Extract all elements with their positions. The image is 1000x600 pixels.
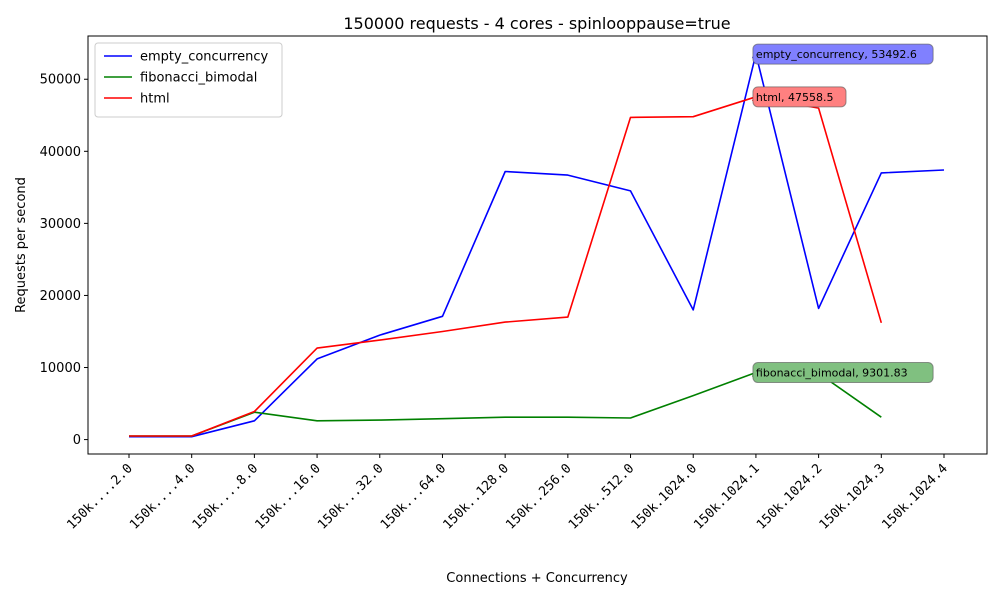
annotation-text: fibonacci_bimodal, 9301.83 xyxy=(756,367,908,380)
x-tick-label: 150k..128.0 xyxy=(440,461,511,532)
chart-title: 150000 requests - 4 cores - spinlooppaus… xyxy=(343,14,730,33)
x-tick-label: 150k.1024.0 xyxy=(629,461,700,532)
y-tick-label: 0 xyxy=(73,433,81,448)
y-tick-label: 50000 xyxy=(40,73,81,88)
annotation-label: fibonacci_bimodal, 9301.83 xyxy=(752,362,934,384)
y-axis: 0 10000 20000 30000 40000 50000 xyxy=(40,73,88,448)
annotation-box xyxy=(752,43,934,65)
annotation-box xyxy=(752,362,934,384)
x-tick-label: 150k..256.0 xyxy=(503,461,574,532)
legend-box xyxy=(94,42,283,118)
plot-frame xyxy=(87,35,988,455)
x-tick-label: 150k....8.0 xyxy=(190,461,261,532)
x-axis-label: Connections + Concurrency xyxy=(446,571,628,586)
x-tick-label: 150k...16.0 xyxy=(252,461,323,532)
plot-area xyxy=(87,35,988,455)
x-tick-label: 150k...64.0 xyxy=(378,461,449,532)
legend-label: html xyxy=(140,92,170,107)
annotations: empty_concurrency, 53492.6 html, 47558.5 f… xyxy=(751,43,934,384)
annotation-text: empty_concurrency, 53492.6 xyxy=(756,48,917,61)
x-tick-label: 150k.1024.3 xyxy=(817,461,888,532)
x-tick-label: 150k..512.0 xyxy=(566,461,637,532)
x-tick-label: 150k....4.0 xyxy=(127,461,198,532)
legend-label: empty_concurrency xyxy=(140,50,268,65)
y-tick-label: 40000 xyxy=(40,145,81,160)
annotation-label: html, 47558.5 xyxy=(752,86,847,108)
x-tick-label: 150k.1024.2 xyxy=(754,461,825,532)
series-line-html xyxy=(129,96,883,437)
x-tick-label: 150k...32.0 xyxy=(315,461,386,532)
legend-label: fibonacci_bimodal xyxy=(140,71,257,86)
y-tick-label: 20000 xyxy=(40,289,81,304)
annotation-box xyxy=(752,86,847,108)
y-axis-label: Requests per second xyxy=(14,177,29,313)
x-tick-label: 150k.1024.4 xyxy=(879,461,951,533)
y-tick-label: 30000 xyxy=(40,217,81,232)
y-tick-label: 10000 xyxy=(40,361,81,376)
annotation-label: empty_concurrency, 53492.6 xyxy=(752,43,934,65)
x-tick-label: 150k.1024.1 xyxy=(691,461,762,532)
series-line-empty_concurrency xyxy=(129,53,945,438)
annotation-text: html, 47558.5 xyxy=(756,91,834,104)
x-axis: 150k....2.0150k....4.0150k....8.0150k...… xyxy=(64,454,951,533)
x-tick-label: 150k....2.0 xyxy=(64,461,135,532)
